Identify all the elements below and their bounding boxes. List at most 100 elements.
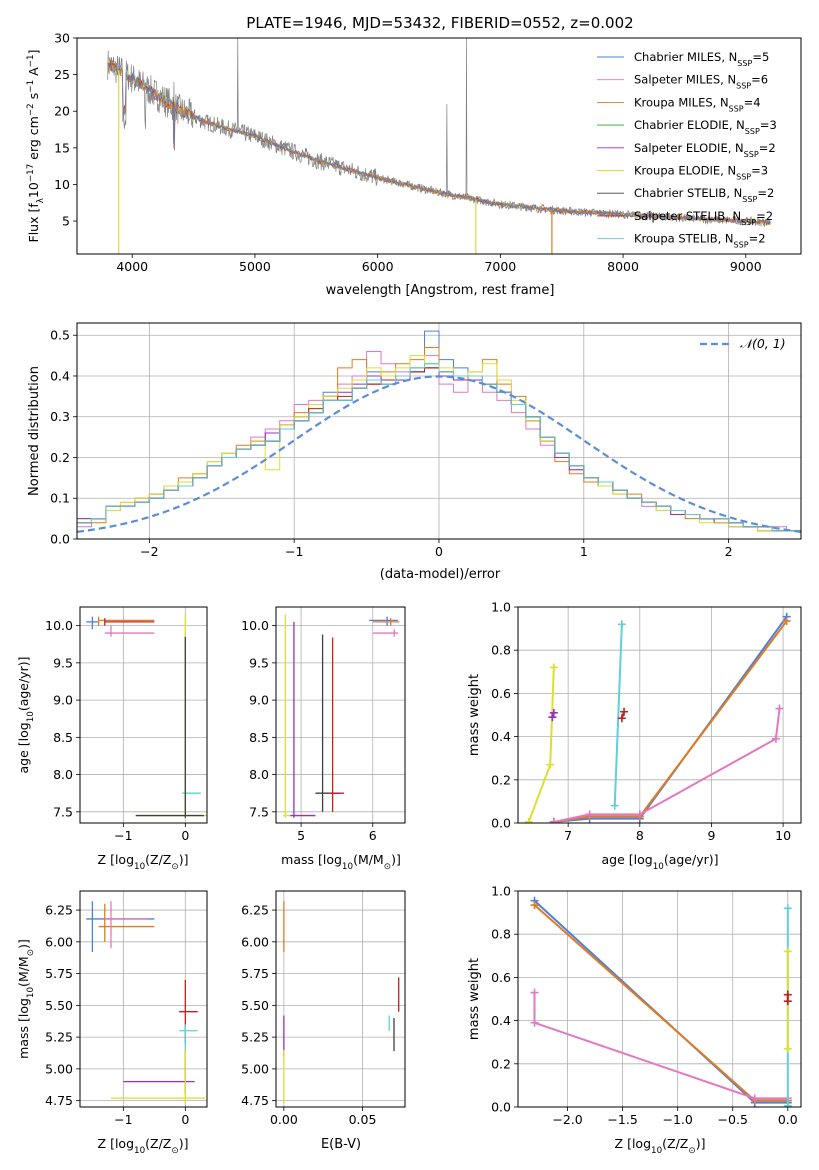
y-tick-label: 8.5 (249, 730, 269, 745)
legend-label: Chabrier STELIB, NSSP=2 (634, 186, 774, 204)
y-tick-label: 30 (54, 31, 70, 46)
y-tick-label: 5.50 (241, 998, 269, 1013)
weight-marker (617, 714, 626, 723)
weight-marker (549, 817, 558, 823)
weight-marker (530, 988, 539, 997)
legend-label: 𝒩(0, 1) (740, 336, 786, 351)
y-tick-label: 0.8 (491, 643, 511, 658)
x-tick-label: 5 (297, 828, 305, 843)
x-tick-label: 10 (775, 828, 791, 843)
legend-label: Kroupa ELODIE, NSSP=3 (634, 164, 768, 182)
weight-marker (530, 1018, 539, 1027)
weight-marker (585, 810, 594, 819)
weight-marker (546, 760, 555, 769)
y-tick-label: 6.25 (241, 903, 269, 918)
y-tick-label: 5 (62, 214, 70, 229)
y-tick-label: 0.6 (491, 970, 511, 985)
y-tick-label: 15 (54, 140, 70, 155)
hist-ylabel: Normed distribution (27, 366, 42, 496)
axes-frame (76, 37, 802, 255)
y-tick-label: 4.75 (241, 1093, 269, 1108)
x-tick-label: 6 (369, 828, 377, 843)
legend-label: Kroupa MILES, NSSP=4 (634, 95, 761, 113)
weight-marker (750, 1094, 759, 1103)
weight-marker (530, 901, 539, 910)
y-tick-label: 0.2 (50, 450, 70, 465)
weight-marker (610, 801, 619, 810)
y-tick-label: 5.25 (241, 1030, 269, 1045)
age-z-xlabel: Z [log10(Z/Z⊙)] (98, 852, 189, 872)
y-tick-label: 0.4 (491, 1013, 511, 1028)
y-tick-label: 6.00 (241, 934, 269, 949)
y-tick-label: 0.8 (491, 927, 511, 942)
axes-age_vs_Z: −1 0 7.5 8.0 8.5 9.0 9.5 10.0 (45, 606, 208, 843)
axes-frame (275, 890, 406, 1108)
x-tick-label: 1 (580, 544, 588, 559)
x-tick-label: 0.0 (778, 1112, 798, 1127)
plot-area (276, 607, 405, 823)
x-tick-label: −1 (285, 544, 303, 559)
axes-massweight_vs_age: 7 8 9 10 0.0 0.2 0.4 0.6 0.8 1.0 (491, 600, 802, 843)
x-tick-label: 5000 (239, 259, 271, 274)
axes-frame (79, 606, 208, 824)
plot-area (107, 38, 771, 254)
mw-age-xlabel: age [log10(age/yr)] (601, 852, 718, 872)
x-tick-label: −1.5 (607, 1112, 637, 1127)
x-tick-label: 6000 (362, 259, 394, 274)
weight-marker (549, 708, 558, 717)
legend-label: Chabrier MILES, NSSP=5 (634, 50, 769, 68)
y-tick-label: 6.25 (45, 903, 73, 918)
spectrum-ylabel: Flux [fλ10−17 erg cm−2 s−1 A−1] (26, 50, 46, 243)
x-tick-label: 9000 (730, 259, 762, 274)
mw-z-ylabel: mass weight (467, 958, 482, 1040)
y-tick-label: 6.00 (45, 934, 73, 949)
x-tick-label: 9 (707, 828, 715, 843)
y-tick-label: 0.0 (50, 532, 70, 547)
y-tick-label: 1.0 (491, 600, 511, 615)
y-tick-label: 10 (54, 177, 70, 192)
y-tick-label: 8.0 (53, 767, 73, 782)
weight-marker (783, 1101, 792, 1107)
ebv-xlabel: E(B-V) (321, 1137, 361, 1152)
y-tick-label: 0.2 (491, 1056, 511, 1071)
axes-frame (76, 322, 802, 540)
mass-ylabel: mass [log10(M/M⊙)] (16, 939, 36, 1059)
legend-label: Salpeter STELIB, NSSP=2 (634, 209, 773, 227)
legend-label: Chabrier ELODIE, NSSP=3 (634, 118, 777, 136)
x-tick-label: −0.5 (718, 1112, 748, 1127)
x-tick-label: −1 (114, 828, 132, 843)
y-tick-label: 10.0 (45, 618, 73, 633)
legend-label: Kroupa STELIB, NSSP=2 (634, 232, 766, 250)
weight-marker (548, 713, 557, 722)
axes-spectrum: 4000 5000 6000 7000 8000 9000 5 10 15 20 25 30 (54, 31, 802, 274)
plot-area (518, 891, 801, 1107)
x-tick-label: 0.05 (349, 1112, 377, 1127)
y-tick-label: 8.5 (53, 730, 73, 745)
mw-z-xlabel: Z [log10(Z/Z⊙)] (615, 1136, 706, 1156)
weight-marker (620, 707, 629, 716)
y-tick-label: 0.0 (491, 816, 511, 831)
x-tick-label: 2 (725, 544, 733, 559)
x-tick-label: −2.0 (552, 1112, 582, 1127)
axes-frame (79, 890, 208, 1108)
axes-residual_hist: −2 −1 0 1 2 0.0 0.1 0.2 0.3 0.4 0.5 (50, 322, 802, 559)
x-tick-label: 0 (181, 828, 189, 843)
x-tick-label: −1 (114, 1112, 132, 1127)
y-tick-label: 9.5 (249, 655, 269, 670)
x-tick-label: −1.0 (662, 1112, 692, 1127)
y-tick-label: 1.0 (491, 884, 511, 899)
weight-marker (617, 620, 626, 629)
y-tick-label: 0.6 (491, 686, 511, 701)
weight-marker (771, 734, 780, 743)
age-ylabel: age [log10(age/yr)] (16, 656, 36, 773)
weight-marker (783, 947, 792, 956)
age-mass-xlabel: mass [log10(M/M⊙)] (281, 852, 401, 872)
y-tick-label: 0.3 (50, 409, 70, 424)
y-tick-label: 5.50 (45, 998, 73, 1013)
plot-area (276, 891, 405, 1107)
x-tick-label: 7000 (484, 259, 516, 274)
plot-area (80, 607, 207, 823)
axes-mass_vs_Z: −1 0 4.75 5.00 5.25 5.50 5.75 6.00 6.25 (45, 890, 208, 1127)
